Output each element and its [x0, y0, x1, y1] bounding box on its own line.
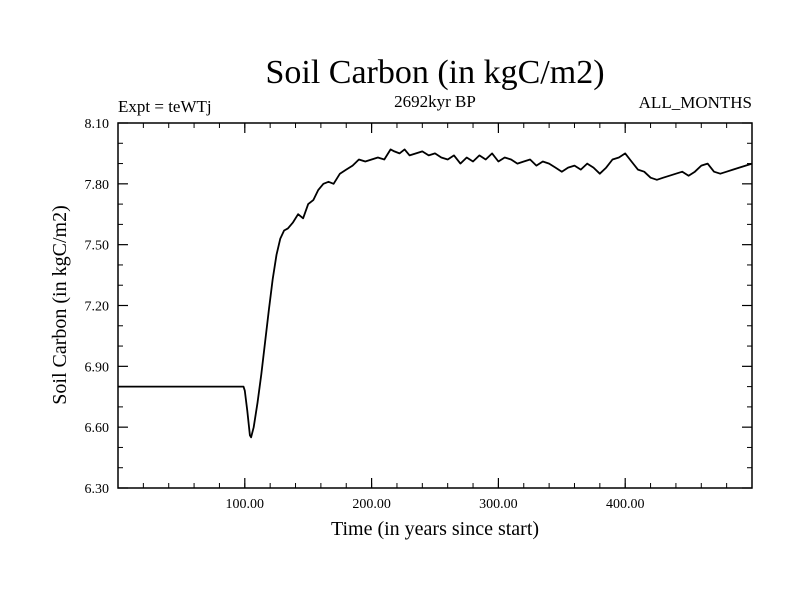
months-label: ALL_MONTHS: [639, 93, 752, 112]
period-label: 2692kyr BP: [394, 92, 476, 111]
soil-carbon-series-line: [118, 148, 753, 439]
y-tick-label: 6.90: [85, 360, 110, 375]
y-tick-label: 7.80: [85, 178, 110, 193]
plot-frame: [117, 122, 753, 489]
y-tick-label: 6.30: [85, 482, 110, 497]
y-tick-label: 8.10: [85, 117, 110, 132]
x-tick-label: 300.00: [479, 497, 518, 512]
chart-title: Soil Carbon (in kgC/m2): [265, 54, 604, 91]
x-tick-label: 200.00: [352, 497, 391, 512]
y-tick-label: 7.50: [85, 239, 110, 254]
experiment-label: Expt = teWTj: [118, 97, 212, 116]
x-tick-label: 100.00: [226, 497, 265, 512]
x-tick-label: 400.00: [606, 497, 645, 512]
y-tick-label: 6.60: [85, 421, 110, 436]
x-axis-label: Time (in years since start): [331, 518, 539, 540]
y-tick-label: 7.20: [85, 300, 110, 315]
y-axis-label: Soil Carbon (in kgC/m2): [49, 205, 71, 404]
